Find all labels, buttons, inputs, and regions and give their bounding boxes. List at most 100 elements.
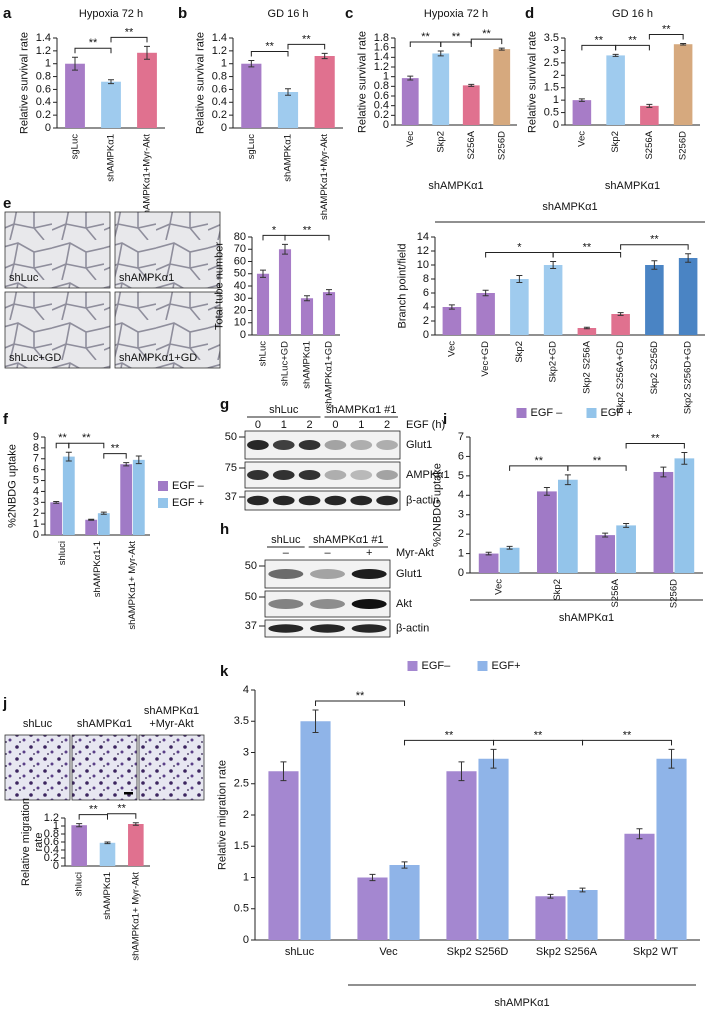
panel-letter: j [2, 695, 7, 712]
y-tick-label: 4 [243, 684, 249, 696]
x-tick-label: Vec [494, 579, 505, 595]
error-bar [468, 83, 475, 87]
bar [241, 63, 262, 128]
x-axis-label: shAMPKα1 [542, 201, 597, 213]
error-bar [617, 312, 624, 316]
y-tick-label: 0.8 [36, 70, 51, 82]
y-tick-label: 0 [33, 529, 39, 541]
significance-label: ** [593, 455, 602, 467]
significance-label: ** [125, 26, 134, 38]
y-tick-label: 0.6 [36, 83, 51, 95]
significance-bracket [648, 33, 684, 40]
row-label: Glut1 [396, 568, 422, 580]
legend-swatch [407, 661, 418, 671]
micrograph [4, 291, 111, 369]
significance-label: ** [445, 729, 454, 741]
row-label: Glut1 [406, 439, 432, 451]
y-tick-label: 3 [553, 44, 559, 56]
bar [645, 265, 664, 335]
bar [277, 92, 299, 128]
error-bar [636, 828, 643, 840]
y-tick-label: 60 [234, 255, 246, 267]
significance-label: ** [662, 23, 671, 35]
bar [446, 771, 477, 940]
panel-letter: d [525, 5, 534, 22]
y-tick-label: 0.4 [374, 100, 389, 112]
y-tick-label: 3 [33, 496, 39, 508]
group-label: shAMPKα1 #1 [326, 404, 397, 416]
y-tick-label: 50 [234, 268, 246, 280]
x-tick-label: shLuc [284, 946, 315, 958]
error-bar [680, 42, 687, 46]
y-tick-label: 0.6 [44, 836, 59, 848]
scale-bar [124, 792, 133, 795]
bar [401, 78, 419, 125]
error-bar [612, 53, 619, 57]
significance-bracket [582, 739, 673, 746]
bar [656, 758, 687, 940]
y-tick-label: 10 [417, 259, 429, 271]
row-label: β-actin [396, 622, 429, 634]
treatment-label: Myr-Akt [396, 547, 434, 559]
error-bar [547, 893, 554, 899]
blot-band [351, 624, 387, 633]
row-label: Akt [396, 598, 412, 610]
y-tick-label: 0.6 [212, 83, 227, 95]
bar [478, 758, 509, 940]
error-bar [280, 761, 287, 782]
blot-band [310, 599, 345, 609]
y-tick-label: 2 [553, 69, 559, 81]
bar [572, 100, 592, 125]
lane-label: 2 [307, 419, 313, 431]
y-tick-label: 0.4 [44, 844, 59, 856]
bar [85, 519, 98, 535]
bar [65, 63, 85, 128]
error-bar [578, 98, 585, 102]
image-label: shLuc [22, 718, 53, 730]
error-bar [550, 261, 557, 269]
significance-bracket [287, 43, 326, 50]
blot-band [376, 470, 398, 480]
x-tick-label: S256A [644, 130, 655, 159]
x-tick-label: Skp2 [514, 341, 525, 363]
marker-label: 50 [245, 560, 257, 572]
x-tick-label: shLuc+GD [280, 341, 291, 386]
legend-swatch [477, 661, 488, 671]
y-tick-label: 1.2 [374, 61, 389, 73]
y-tick-label: 1 [45, 58, 51, 70]
group-label: shAMPKα1 #1 [313, 534, 384, 546]
error-bar [448, 304, 455, 310]
x-tick-label: S256A [466, 130, 477, 159]
y-tick-label: 2 [423, 315, 429, 327]
error-bar [485, 551, 492, 556]
error-bar [668, 748, 675, 769]
bar [442, 307, 462, 335]
bar [624, 833, 655, 940]
y-tick-label: 0 [221, 122, 227, 134]
significance-label: ** [628, 34, 637, 46]
bar [653, 471, 674, 573]
y-tick-label: 5 [458, 470, 464, 482]
x-tick-label: Vec [446, 341, 457, 357]
blot-band [350, 495, 373, 506]
x-tick-label: shAMPKα1 [102, 872, 113, 920]
y-axis-label: Relative migration rate [20, 797, 45, 887]
error-bar [437, 50, 444, 57]
bar [268, 771, 299, 940]
bar [499, 547, 520, 573]
y-tick-label: 1.4 [374, 51, 389, 63]
y-tick-label: 3 [243, 746, 249, 758]
error-bar [458, 761, 465, 782]
error-bar [108, 79, 114, 85]
group-label: shLuc [271, 534, 301, 546]
significance-bracket [315, 700, 406, 706]
error-bar [248, 60, 255, 68]
y-tick-label: 0.2 [36, 109, 51, 121]
x-tick-label: Vec [379, 946, 398, 958]
marker-label: 75 [225, 462, 237, 474]
y-tick-label: 2 [458, 528, 464, 540]
error-bar [579, 887, 586, 893]
x-axis-label: shAMPKα1 [605, 180, 660, 192]
bar [128, 824, 144, 866]
